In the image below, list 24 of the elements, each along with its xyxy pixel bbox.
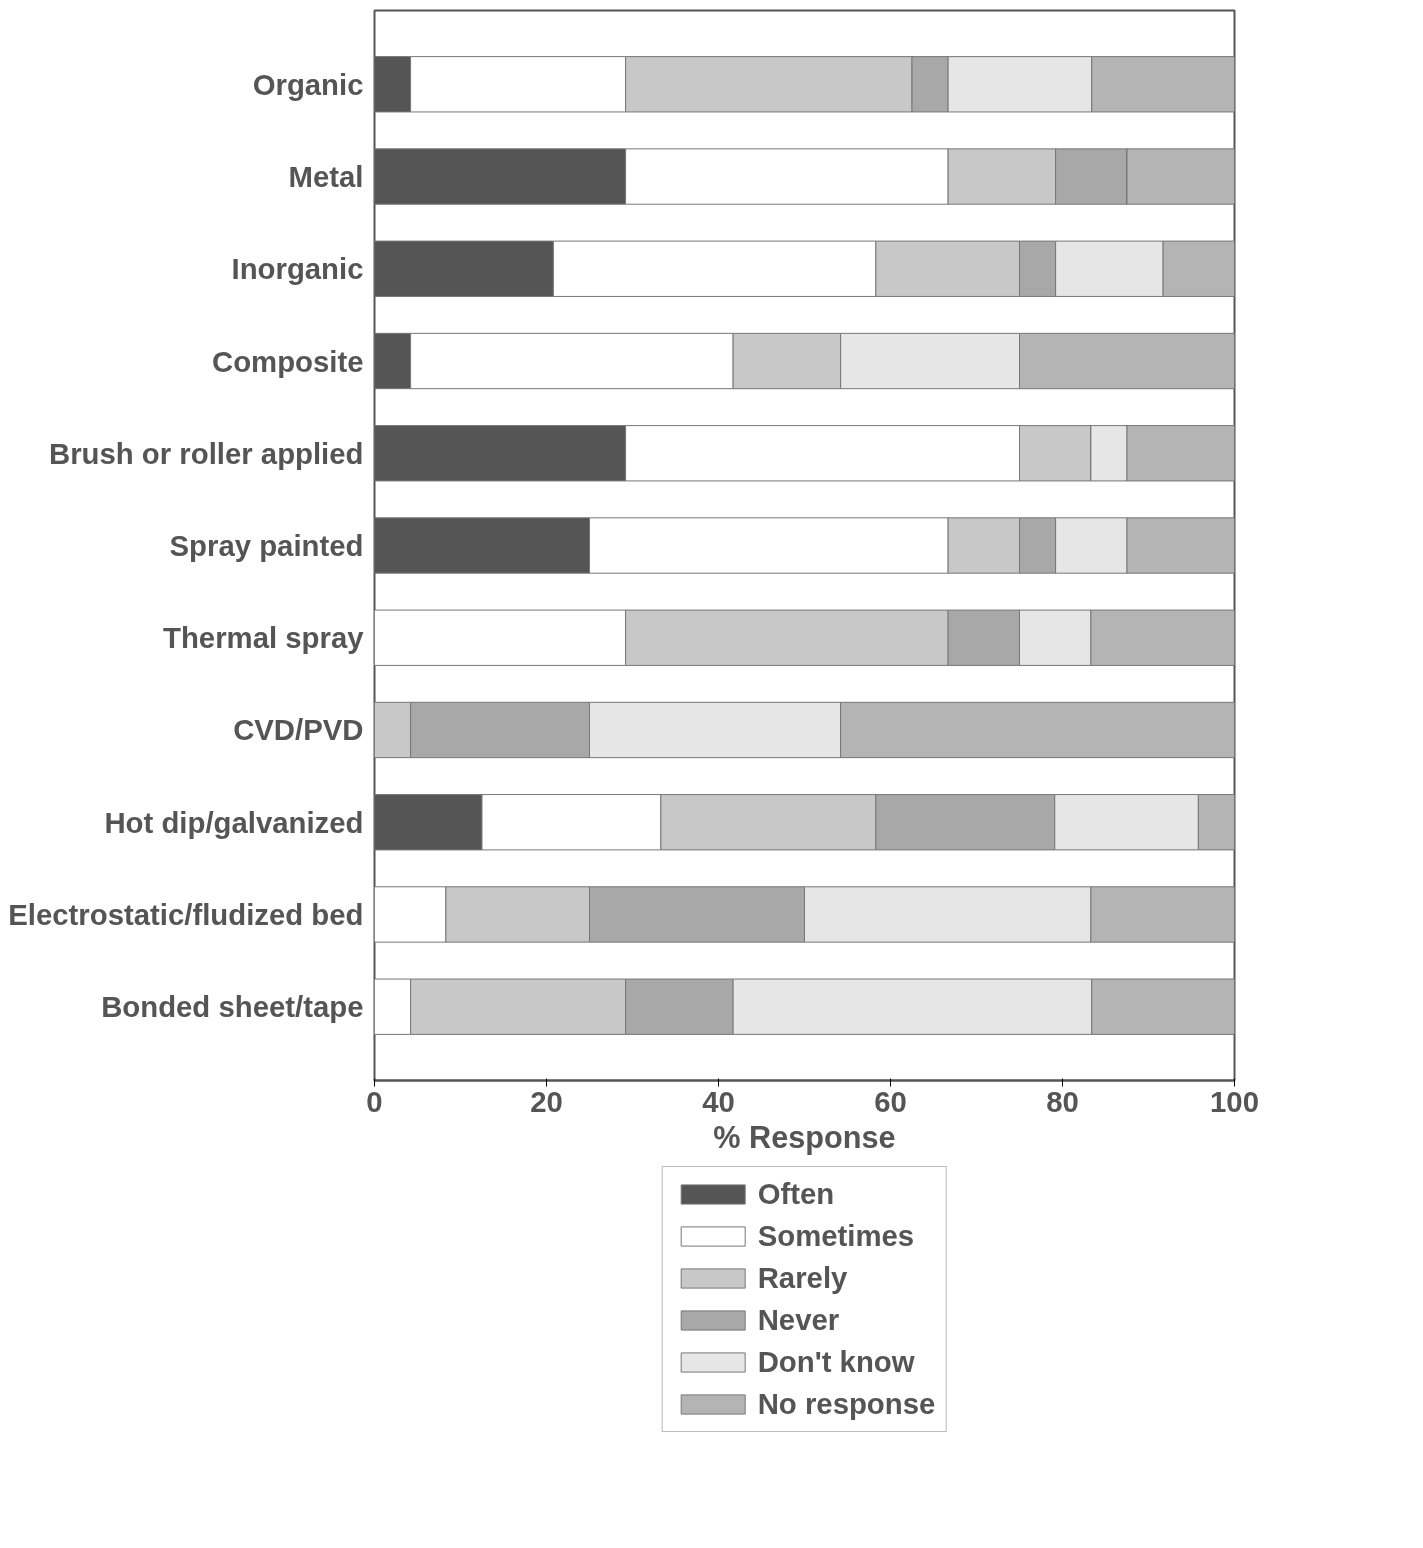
y-tick-label: Brush or roller applied	[48, 436, 364, 470]
x-tick-label: 0	[366, 1084, 383, 1118]
legend-label: Sometimes	[757, 1219, 915, 1253]
y-tick-label: CVD/PVD	[233, 713, 364, 747]
y-tick-label: Metal	[288, 160, 364, 194]
y-tick-label: Organic	[252, 67, 364, 101]
y-tick-label: Inorganic	[231, 252, 364, 286]
y-tick-label: Spray painted	[169, 529, 364, 562]
legend-label: Don't know	[757, 1345, 915, 1379]
y-tick-label: Hot dip/galvanized	[104, 805, 364, 839]
legend-label: Often	[757, 1177, 835, 1211]
legend-label: No response	[757, 1387, 936, 1421]
y-tick-label: Composite	[211, 344, 364, 378]
x-axis-title: % Response	[713, 1119, 896, 1155]
x-tick-label: 60	[874, 1084, 907, 1118]
x-tick-label: 20	[530, 1084, 563, 1118]
x-tick-label: 40	[702, 1084, 735, 1118]
y-tick-label: Bonded sheet/tape	[101, 990, 364, 1024]
y-tick-label: Thermal spray	[163, 621, 365, 655]
x-tick-label: 80	[1046, 1084, 1079, 1118]
legend-label: Never	[757, 1303, 840, 1337]
y-tick-label: Electrostatic/fludized bed	[8, 897, 364, 931]
x-tick-label: 100	[1210, 1084, 1259, 1118]
legend-label: Rarely	[757, 1261, 848, 1295]
